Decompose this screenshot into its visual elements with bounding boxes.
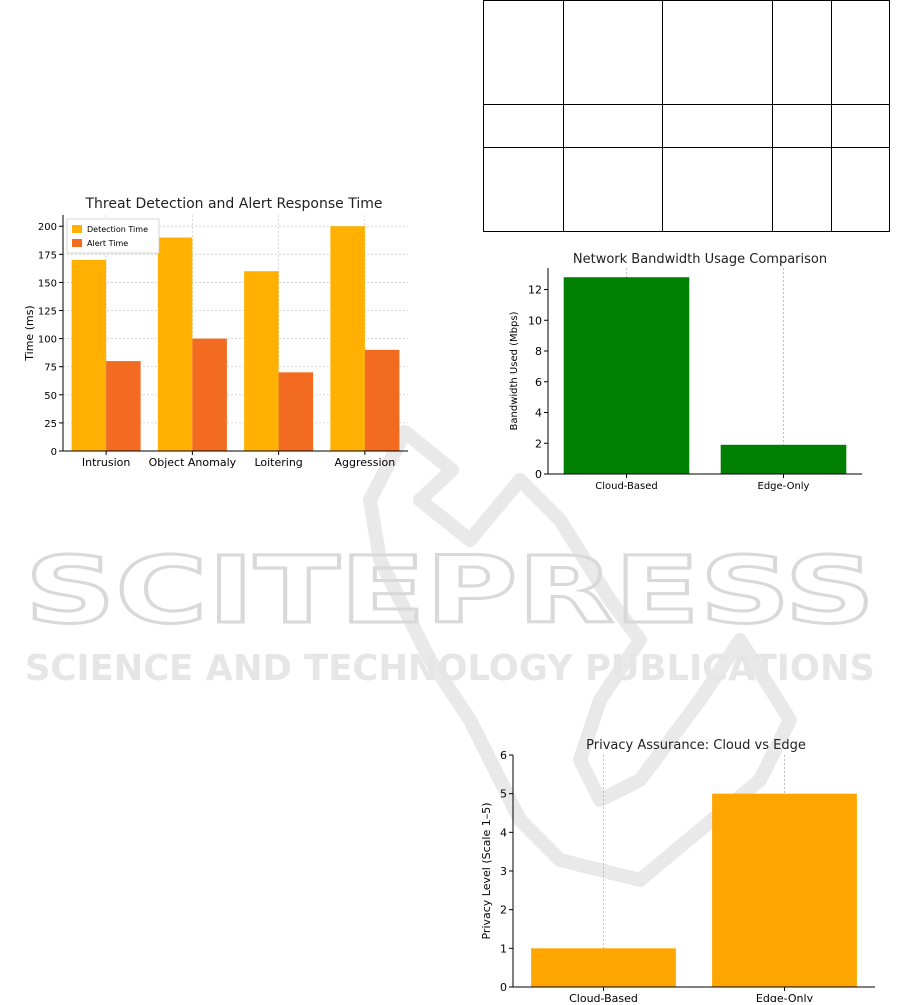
table-row (483, 104, 890, 148)
bar (330, 226, 365, 451)
table-row (483, 147, 890, 232)
bar (106, 361, 141, 451)
legend-swatch (72, 225, 82, 233)
bar (71, 259, 107, 451)
legend-box (66, 218, 160, 254)
table-cell (772, 0, 832, 105)
table-cell (662, 0, 773, 105)
bar (531, 948, 676, 987)
y-tick-label: 100 (38, 335, 57, 346)
x-tick-label: Edge-Only (756, 992, 814, 1002)
y-axis-label: Privacy Level (Scale 1–5) (480, 802, 493, 939)
x-tick-label: Cloud-Based (569, 992, 638, 1002)
y-tick-label: 3 (500, 865, 507, 878)
table-cell (483, 104, 564, 148)
x-tick-label: Cloud-Based (595, 481, 658, 492)
table-cell (662, 147, 773, 232)
y-tick-label: 5 (500, 788, 507, 801)
y-tick-label: 175 (38, 250, 57, 261)
legend-swatch (72, 239, 82, 247)
bar (157, 237, 193, 451)
bar (278, 372, 314, 451)
threat-response-chart: Threat Detection and Alert Response Time… (23, 196, 408, 469)
x-tick-label: Intrusion (82, 456, 131, 469)
bar (712, 793, 857, 987)
x-tick-label: Aggression (334, 456, 395, 469)
table-cell (831, 147, 890, 232)
table-cell (483, 0, 564, 105)
legend-label: Alert Time (87, 239, 128, 248)
bar (563, 277, 690, 474)
table-row (483, 0, 890, 105)
bar (244, 271, 279, 451)
y-tick-label: 0 (51, 447, 57, 458)
table-cell (662, 104, 773, 148)
y-tick-label: 6 (500, 749, 507, 762)
bandwidth-chart: Network Bandwidth Usage Comparison 0 2 4 6 8 1… (509, 252, 862, 492)
y-tick-label: 6 (535, 376, 542, 389)
y-tick-label: 50 (44, 391, 57, 402)
y-tick-label: 12 (528, 284, 542, 297)
table-cell (563, 0, 663, 105)
x-tick-label: Edge-Only (758, 481, 810, 492)
chart-title: Threat Detection and Alert Response Time (85, 196, 383, 212)
table-cell (772, 147, 832, 232)
x-tick-label: Loitering (254, 456, 302, 469)
table-cell (483, 147, 564, 232)
y-tick-label: 10 (528, 314, 542, 327)
y-tick-label: 1 (500, 942, 507, 955)
x-tick-label: Object Anomaly (149, 456, 237, 469)
bar (192, 338, 227, 451)
y-tick-label: 25 (44, 419, 57, 430)
y-axis-label: Bandwidth Used (Mbps) (509, 311, 520, 430)
privacy-chart: Privacy Assurance: Cloud vs Edge 0 1 2 3 4 5 6 C… (480, 738, 875, 1002)
y-tick-label: 0 (500, 981, 507, 994)
watermark-title: SCITEPRESS (25, 537, 875, 644)
y-tick-label: 8 (535, 345, 542, 358)
y-tick-label: 4 (500, 826, 507, 839)
table-cell (563, 104, 663, 148)
watermark-subtitle: SCIENCE AND TECHNOLOGY PUBLICATIONS (25, 648, 875, 689)
y-tick-label: 150 (38, 278, 57, 289)
y-tick-label: 0 (535, 468, 542, 481)
y-tick-label: 4 (535, 407, 542, 420)
empty-table (483, 0, 890, 232)
chart-title: Privacy Assurance: Cloud vs Edge (586, 738, 806, 753)
table-cell (563, 147, 663, 232)
table-cell (831, 104, 890, 148)
bar (364, 349, 400, 451)
y-tick-label: 125 (38, 307, 57, 318)
y-tick-label: 200 (38, 222, 57, 233)
chart-title: Network Bandwidth Usage Comparison (573, 252, 827, 267)
legend-label: Detection Time (87, 225, 148, 234)
y-tick-label: 75 (44, 363, 57, 374)
table-cell (831, 0, 890, 105)
bar (720, 444, 847, 474)
y-axis-label: Time (ms) (23, 305, 36, 361)
table-cell (772, 104, 832, 148)
y-tick-label: 2 (535, 437, 542, 450)
y-tick-label: 2 (500, 904, 507, 917)
